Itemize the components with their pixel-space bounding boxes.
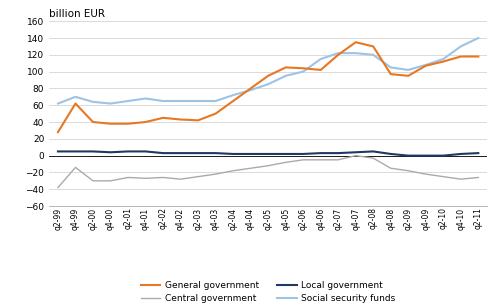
- Text: billion EUR: billion EUR: [49, 9, 105, 19]
- Legend: General government, Central government, Local government, Social security funds: General government, Central government, …: [141, 281, 396, 303]
